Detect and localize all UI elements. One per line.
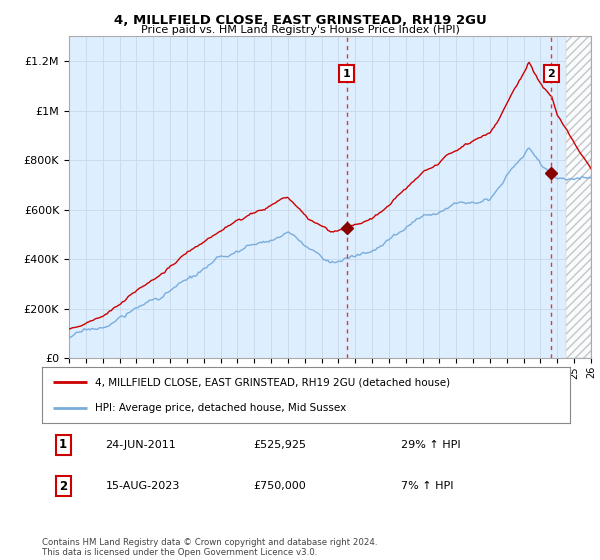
Text: 1: 1 (59, 438, 67, 451)
Text: 4, MILLFIELD CLOSE, EAST GRINSTEAD, RH19 2GU (detached house): 4, MILLFIELD CLOSE, EAST GRINSTEAD, RH19… (95, 377, 450, 388)
Text: 2: 2 (59, 480, 67, 493)
Text: Contains HM Land Registry data © Crown copyright and database right 2024.
This d: Contains HM Land Registry data © Crown c… (42, 538, 377, 557)
Text: 29% ↑ HPI: 29% ↑ HPI (401, 440, 461, 450)
Text: £525,925: £525,925 (253, 440, 306, 450)
Text: 4, MILLFIELD CLOSE, EAST GRINSTEAD, RH19 2GU: 4, MILLFIELD CLOSE, EAST GRINSTEAD, RH19… (113, 14, 487, 27)
Text: £750,000: £750,000 (253, 482, 306, 491)
Text: HPI: Average price, detached house, Mid Sussex: HPI: Average price, detached house, Mid … (95, 403, 346, 413)
Text: 24-JUN-2011: 24-JUN-2011 (106, 440, 176, 450)
Text: Price paid vs. HM Land Registry's House Price Index (HPI): Price paid vs. HM Land Registry's House … (140, 25, 460, 35)
Text: 7% ↑ HPI: 7% ↑ HPI (401, 482, 454, 491)
Text: 1: 1 (343, 68, 351, 78)
Text: 2: 2 (548, 68, 556, 78)
Text: 15-AUG-2023: 15-AUG-2023 (106, 482, 180, 491)
